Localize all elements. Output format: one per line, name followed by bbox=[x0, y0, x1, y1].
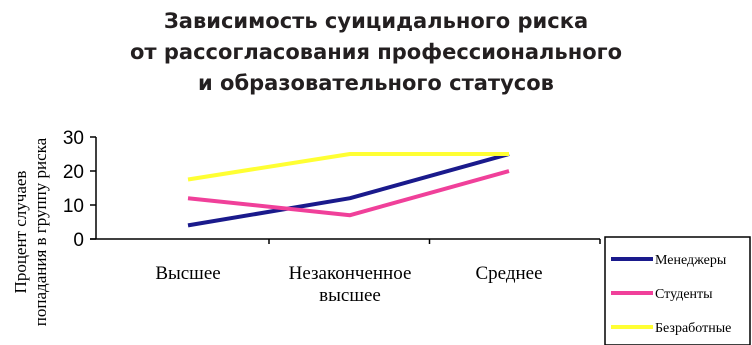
chart-title-line-1: Зависимость суицидального риска bbox=[163, 9, 589, 33]
y-axis-label-line-2: попадания в группу риска bbox=[31, 137, 50, 326]
y-tick-label-30: 30 bbox=[63, 128, 84, 149]
series-lines bbox=[187, 152, 510, 228]
y-tick-label-0: 0 bbox=[73, 230, 84, 251]
y-axis-label-line-1: Процент случаев bbox=[11, 171, 30, 294]
series-line-2 bbox=[187, 169, 510, 218]
legend: Менеджеры Студенты Безработные bbox=[604, 236, 751, 345]
chart-title: Зависимость суицидального риска от рассо… bbox=[0, 6, 752, 99]
chart-title-line-2: от рассогласования профессионального bbox=[129, 40, 623, 64]
x-tick-label-1: Высшее bbox=[155, 263, 220, 284]
series-line-1 bbox=[187, 152, 510, 228]
axes: 0 10 20 30 Высшее Незаконченное высшее Среднее bbox=[63, 128, 601, 306]
y-tick-label-10: 10 bbox=[63, 196, 84, 217]
y-axis-label: Процент случаев попадания в группу риска bbox=[11, 137, 50, 326]
x-tick-label-3: Среднее bbox=[475, 263, 542, 284]
legend-label-3: Безработные bbox=[655, 321, 731, 336]
series-line-3 bbox=[187, 152, 509, 182]
chart-title-line-3: и образовательного статусов bbox=[198, 71, 554, 95]
y-tick-label-20: 20 bbox=[63, 162, 84, 183]
legend-label-2: Студенты bbox=[655, 287, 713, 302]
legend-label-1: Менеджеры bbox=[655, 253, 727, 268]
x-tick-label-2: Незаконченное высшее bbox=[289, 263, 412, 306]
